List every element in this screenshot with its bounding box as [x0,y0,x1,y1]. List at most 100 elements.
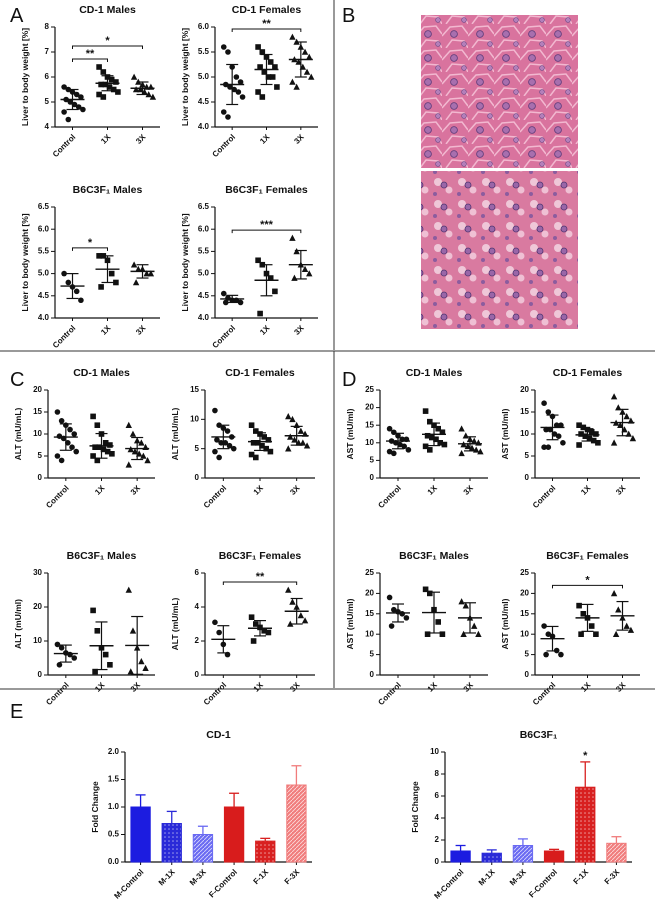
y-tick-label: 0 [38,473,43,482]
data-point [90,453,96,459]
data-point [96,444,103,450]
data-point [615,606,622,613]
data-point [67,99,74,105]
data-point [259,442,265,449]
data-point [125,421,132,428]
y-tick-label: 4.0 [198,313,210,322]
data-point [427,418,433,425]
data-point [54,641,61,648]
data-point [272,288,278,295]
y-tick-label: 6.0 [198,224,210,233]
data-point [135,265,142,272]
data-point [255,257,261,264]
data-point [388,623,395,629]
data-point [227,84,233,90]
data-point [94,628,101,634]
chart-title: B6C3F₁ Males [399,550,469,562]
chart-title: CD-1 Females [232,4,302,16]
y-tick-label: 5 [195,444,200,453]
data-point [100,69,107,75]
data-point [543,651,549,658]
data-point [65,116,72,123]
data-point [102,81,109,88]
significance-bracket [231,28,302,32]
data-point [267,275,274,281]
y-tick-label: 4 [435,813,440,822]
y-tick-label: 2 [195,636,200,645]
data-point [610,439,618,446]
data-point [90,413,96,420]
data-point [230,445,237,452]
significance-label: *** [260,219,274,231]
y-tick-label: 5.0 [38,269,50,278]
y-tick-label: 5 [525,650,530,659]
data-point [285,586,292,593]
y-tick-label: 15 [190,385,199,394]
significance-label: ** [256,571,265,583]
data-point [424,432,431,439]
significance-label: * [105,35,110,47]
data-point [422,586,429,593]
data-point [458,425,465,432]
y-tick-label: 6 [435,791,440,800]
data-point [588,429,595,435]
data-point [142,664,149,671]
data-point [435,425,441,432]
data-point [78,94,84,100]
y-tick-label: 0 [525,473,530,482]
y-tick-label: 15 [520,407,529,416]
data-point [301,265,309,272]
data-point [582,433,589,439]
data-point [248,614,255,620]
bar [255,840,276,863]
data-point [289,234,296,241]
data-point [588,623,595,629]
data-point [143,270,150,277]
data-point [110,86,117,93]
chart-title: CD-1 Males [73,367,130,379]
data-point [248,422,255,428]
data-point [435,619,441,625]
data-point [92,668,98,675]
data-point [558,651,564,658]
y-tick-label: 5.0 [198,269,210,278]
data-point [104,448,111,455]
data-point [289,78,296,85]
data-point [220,44,227,50]
y-tick-label: 10 [430,747,439,756]
data-point [78,297,84,304]
data-point [285,445,292,452]
data-point [71,655,78,661]
data-point [92,444,98,450]
data-point [261,628,267,634]
data-point [253,428,259,434]
data-point [578,631,584,637]
y-tick-label: 4 [45,122,50,131]
y-tick-label: 4.5 [198,291,210,300]
data-point [61,270,67,277]
data-point [595,440,601,446]
data-point [214,437,220,443]
data-point [623,622,630,629]
data-point [269,74,276,80]
data-point [586,435,593,442]
bar [286,784,307,863]
data-point [427,447,433,453]
data-point [75,104,82,110]
data-point [391,450,397,457]
data-point [541,444,547,451]
y-tick-label: 20 [520,589,529,598]
data-point [129,627,137,634]
y-tick-label: 25 [365,568,374,577]
y-tick-label: 0 [370,670,375,679]
data-point [73,288,80,295]
data-point [212,619,218,626]
data-point [629,435,637,442]
chart-title: B6C3F₁ Males [73,184,143,196]
panel-label: C [10,369,24,391]
data-point [386,594,393,601]
data-point [149,93,157,100]
data-point [58,457,65,464]
data-point [212,407,218,414]
